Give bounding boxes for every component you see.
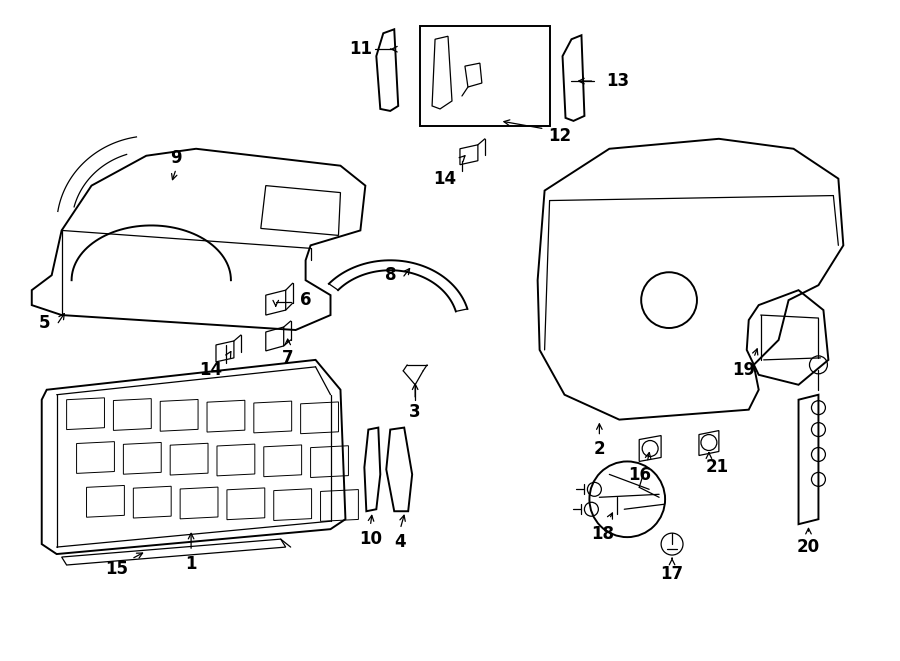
Text: 7: 7: [282, 349, 293, 367]
Text: 18: 18: [591, 525, 614, 543]
Text: 14: 14: [200, 361, 222, 379]
Text: 5: 5: [39, 314, 50, 332]
Text: 4: 4: [394, 533, 406, 551]
Text: 13: 13: [606, 72, 629, 90]
Text: 9: 9: [170, 149, 182, 167]
Text: 16: 16: [627, 467, 651, 485]
Text: 21: 21: [706, 459, 728, 477]
Text: 8: 8: [384, 266, 396, 284]
Text: 19: 19: [733, 361, 755, 379]
Text: 11: 11: [349, 40, 372, 58]
Text: 12: 12: [548, 127, 572, 145]
Text: 3: 3: [410, 403, 421, 420]
Text: 20: 20: [796, 538, 820, 556]
Text: 17: 17: [661, 565, 684, 583]
Text: 6: 6: [300, 291, 311, 309]
Text: 15: 15: [105, 560, 128, 578]
Text: 1: 1: [185, 555, 197, 573]
Text: 14: 14: [434, 170, 456, 188]
Text: 2: 2: [594, 440, 605, 459]
Text: 10: 10: [359, 530, 382, 548]
